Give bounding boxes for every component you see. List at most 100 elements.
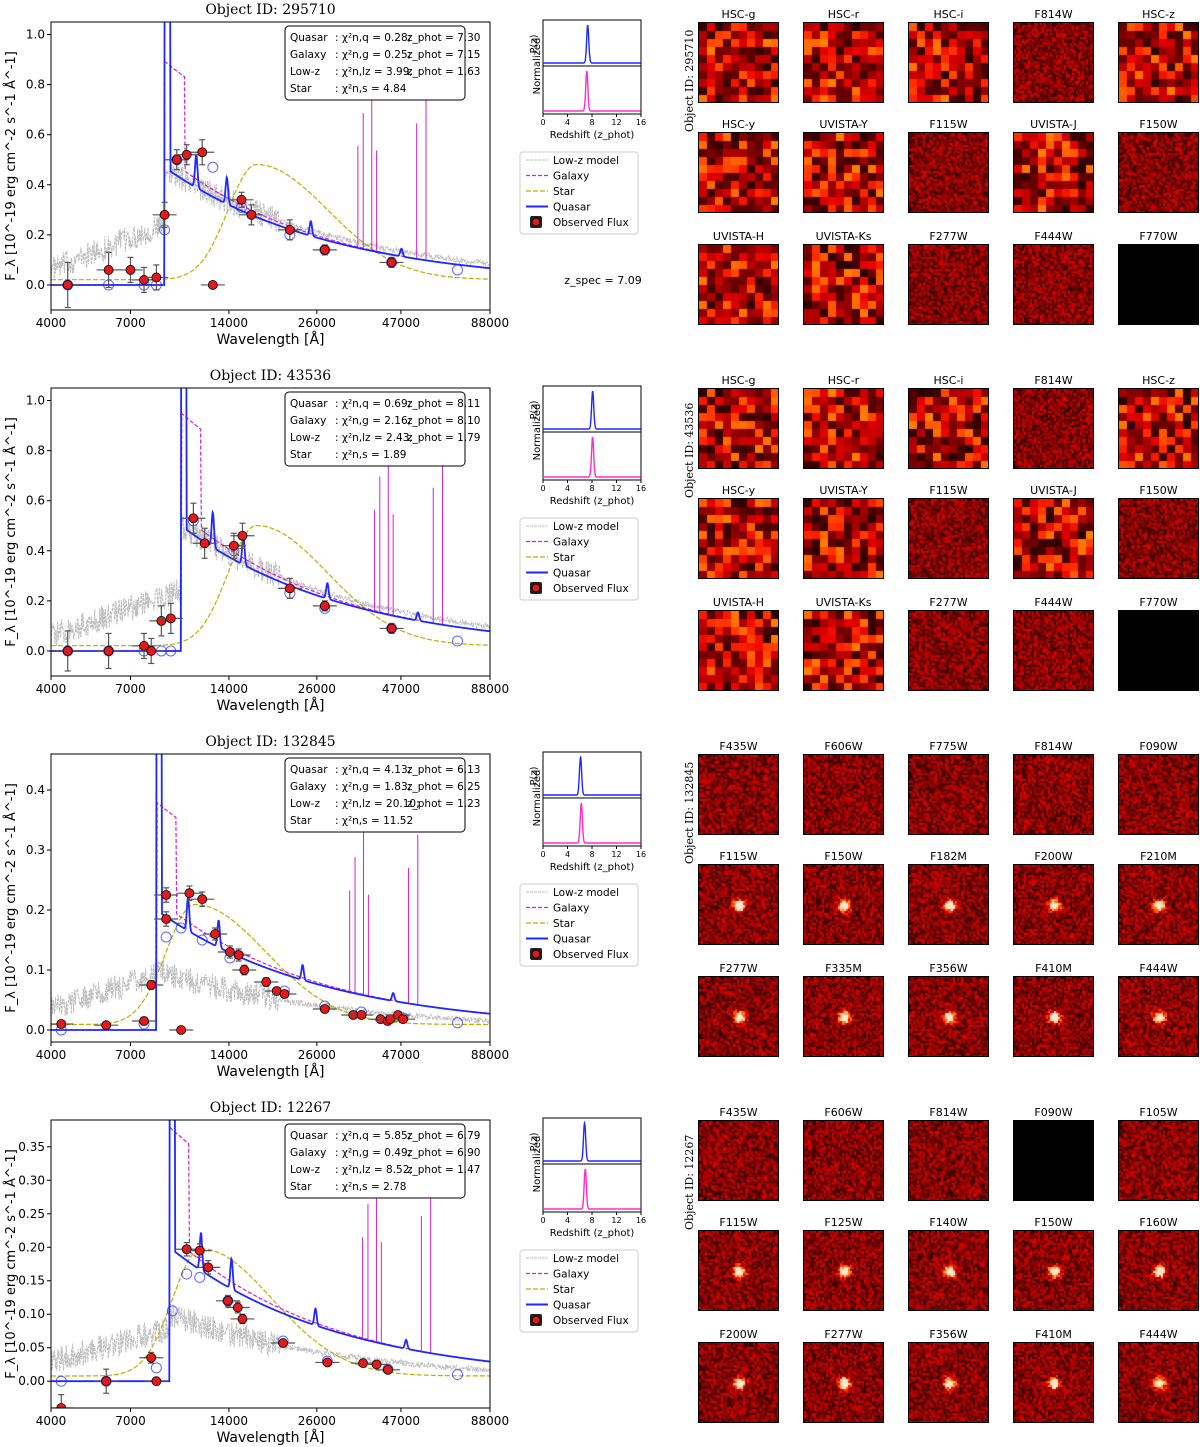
model-flux-point [175,922,187,934]
x-axis-label: Wavelength [Å] [216,1429,324,1446]
stamp-band-label: UVISTA-J [1030,484,1077,497]
legend-label: Observed Flux [553,949,629,961]
fit-model-label: Low-z [290,66,320,78]
pz-x-tick-label: 12 [611,118,621,127]
observed-flux-point [101,1376,112,1387]
observed-flux-point [386,623,397,634]
stamp-band-label: F770W [1139,230,1178,243]
quasar-model-line [51,1120,490,1383]
stamp-image [1013,388,1094,469]
y-tick-label: 0.0 [26,644,45,658]
observed-flux-point [210,929,220,939]
x-tick-label: 47000 [382,1048,420,1062]
fit-model-label: Galaxy [290,49,326,61]
pz-x-tick-label: 8 [589,850,594,859]
observed-flux-point [284,224,295,235]
stamp-pixels [1119,499,1198,578]
stamp-image [908,22,989,103]
stamp-pixels [804,977,883,1056]
stamp-pixels [699,1121,778,1200]
star-model-line [51,163,490,281]
observed-flux-point [229,540,239,551]
fit-model-label: Star [290,1181,312,1193]
stamp-image [1118,1120,1199,1201]
quasar-model-line [51,388,490,652]
stamp-band-label: UVISTA-Y [819,118,868,131]
x-tick-label: 88000 [471,682,509,696]
pz-quasar-curve [543,1120,641,1162]
stamp-band-label: F150W [1139,118,1178,131]
stamp-image [803,498,884,579]
stamp-band-label: F115W [929,484,968,497]
y-tick-label: 0.4 [26,783,45,797]
observed-flux-point [223,1295,233,1306]
stamp-pixels [699,1343,778,1422]
stamp-band-label: F606W [824,1106,863,1119]
stamp-pixels [909,865,988,944]
stamp-image [698,864,779,945]
stamp-image [908,388,989,469]
pz-x-label: Redshift (z_phot) [550,496,635,507]
x-tick-label: 26000 [298,1414,336,1428]
observed-flux-point [165,613,176,624]
pz-galaxy-frame [542,65,642,115]
stamp-pixels [1119,133,1198,212]
stamp-image [908,132,989,213]
stamp-pixels [804,755,883,834]
stamp-image [698,754,779,835]
observed-flux-point [181,1244,192,1255]
stamp-pixels [1014,977,1093,1056]
stamp-band-label: F356W [929,962,968,975]
stamp-band-label: F814W [929,1106,968,1119]
galaxy-model-line [51,801,490,1031]
stamp-pixels [804,611,883,690]
observed-flux-point [358,1358,368,1369]
pz-x-tick-label: 8 [589,1216,594,1225]
observed-flux-point [139,275,149,285]
chart-title: Object ID: 43536 [210,368,332,384]
observed-flux-point [103,646,114,656]
stamp-image [908,1120,989,1201]
stamp-image [1118,388,1199,469]
stamp-image [698,976,779,1057]
plot-area [51,1120,490,1408]
y-tick-label: 0.05 [18,1341,45,1355]
x-tick-label: 47000 [382,316,420,330]
stamp-image [698,610,779,691]
pz-x-tick-label: 4 [565,850,570,859]
fit-chi2: : χ²n,s = 4.84 [335,83,407,95]
model-flux-point [196,934,208,946]
fit-chi2: : χ²n,lz = 20.10; [335,798,420,810]
fit-summary-box [284,25,466,101]
stamp-image [908,244,989,325]
fit-chi2: : χ²n,q = 0.28; [335,32,411,44]
y-axis-label: F_λ [10^-19 erg cm^-2 s^-1 Å^-1] [3,1149,19,1379]
observed-flux-point [236,194,247,205]
pz-x-tick-label: 8 [589,118,594,127]
stamp-band-label: F115W [929,118,968,131]
stamp-band-label: F115W [719,850,758,863]
stamp-image [803,1120,884,1201]
stamp-pixels [699,499,778,578]
observed-flux-point [319,244,330,255]
stamp-pixels [804,865,883,944]
pz-galaxy-curve [543,802,641,844]
stamp-image [1118,1230,1199,1311]
stamp-image [698,22,779,103]
fit-chi2: : χ²n,g = 0.25; [335,49,411,61]
stamp-band-label: F356W [929,1328,968,1341]
stamp-pixels [1014,499,1093,578]
legend-label: Galaxy [553,537,589,549]
fit-model-label: Low-z [290,1164,320,1176]
stamp-pixels [699,977,778,1056]
stamp-pixels [909,389,988,468]
quasar-model-line [51,22,490,286]
legend-box [519,517,639,601]
fit-model-label: Galaxy [290,1147,326,1159]
legend-label: Galaxy [553,171,589,183]
model-flux-point [150,1362,162,1374]
fit-model-label: Galaxy [290,781,326,793]
y-tick-label: 0.2 [26,903,45,917]
y-tick-label: 0.35 [18,1140,45,1154]
stamp-pixels [1014,1343,1093,1422]
